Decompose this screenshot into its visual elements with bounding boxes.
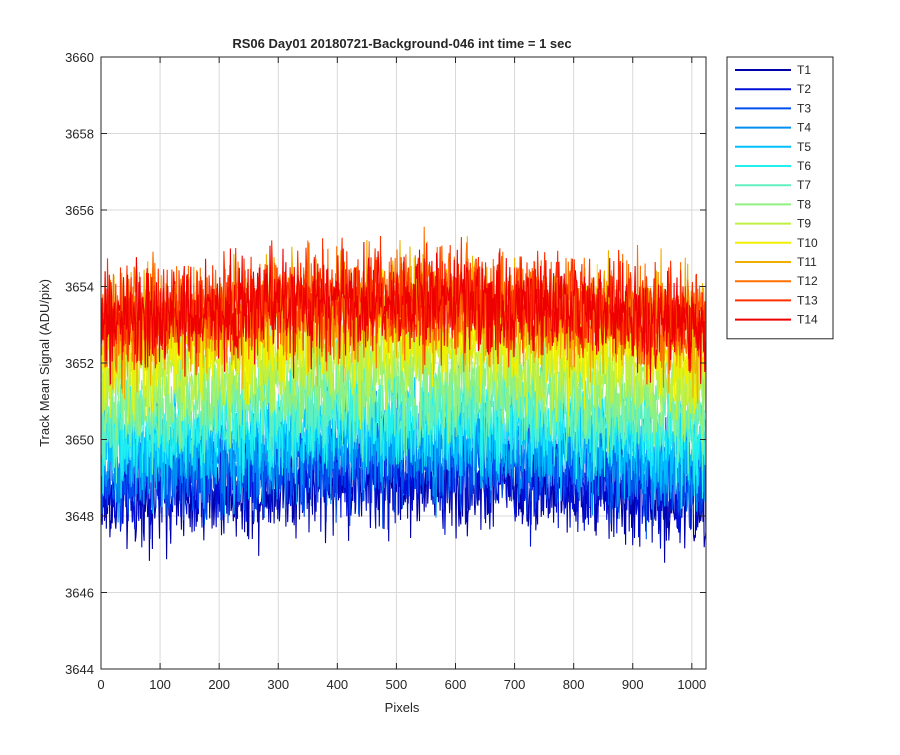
legend-label-t13: T13: [797, 293, 818, 307]
x-tick-label: 800: [563, 677, 585, 692]
legend-label-t12: T12: [797, 274, 818, 288]
legend-label-t6: T6: [797, 159, 811, 173]
y-tick-label: 3658: [65, 127, 94, 142]
legend-label-t9: T9: [797, 217, 811, 231]
y-tick-label: 3652: [65, 356, 94, 371]
x-tick-label: 100: [149, 677, 171, 692]
y-tick-label: 3646: [65, 586, 94, 601]
legend-label-t11: T11: [797, 255, 817, 269]
legend-box: [726, 56, 834, 340]
legend-label-t3: T3: [797, 101, 811, 115]
y-axis-label: Track Mean Signal (ADU/pix): [37, 279, 52, 447]
legend-label-t8: T8: [797, 197, 811, 211]
x-axis-label: Pixels: [385, 700, 420, 715]
x-tick-label: 0: [97, 677, 104, 692]
x-tick-label: 500: [386, 677, 408, 692]
legend-label-t2: T2: [797, 82, 811, 96]
y-tick-label: 3660: [65, 50, 94, 65]
legend-label-t5: T5: [797, 140, 811, 154]
legend-label-t14: T14: [797, 313, 818, 327]
y-tick-label: 3644: [65, 662, 94, 677]
y-tick-label: 3648: [65, 509, 94, 524]
series-line-t8: [101, 300, 706, 457]
x-tick-label: 600: [445, 677, 467, 692]
chart-title: RS06 Day01 20180721-Background-046 int t…: [232, 36, 571, 51]
legend: T1 T2 T3 T4 T5 T6 T7 T8 T9 T10 T11 T12 T13 T14: [726, 56, 834, 340]
x-tick-label: 300: [267, 677, 289, 692]
y-tick-label: 3654: [65, 280, 94, 295]
legend-label-t7: T7: [797, 178, 811, 192]
plot-area: 0 100 200 300 400 500 600 700 800 900 1000 3644 3646…: [65, 50, 707, 692]
y-tick-label: 3650: [65, 433, 94, 448]
y-tick-label: 3656: [65, 203, 94, 218]
x-tick-label: 400: [326, 677, 348, 692]
x-tick-label: 200: [208, 677, 230, 692]
legend-label-t10: T10: [797, 236, 818, 250]
series-lines: [101, 226, 706, 563]
series-line-t2: [101, 408, 706, 549]
x-tick-label: 900: [622, 677, 644, 692]
series-line-t14: [101, 241, 706, 385]
legend-label-t4: T4: [797, 121, 811, 135]
x-tick-label: 700: [504, 677, 526, 692]
legend-label-t1: T1: [797, 63, 811, 77]
x-tick-label: 1000: [677, 677, 706, 692]
